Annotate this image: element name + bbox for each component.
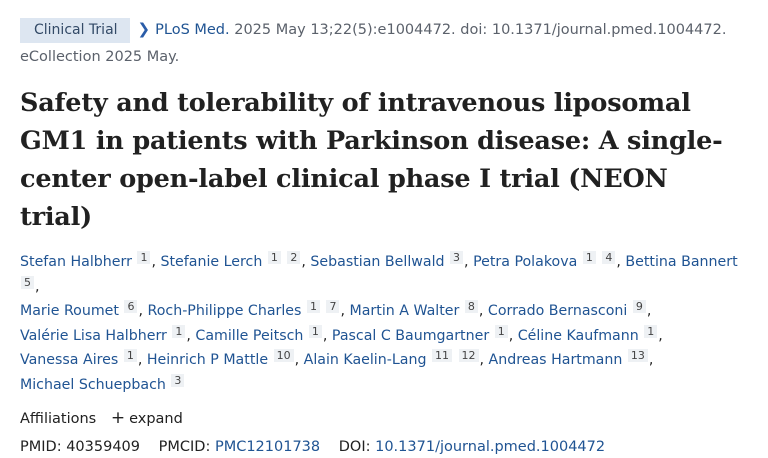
affiliation-number[interactable]: 1 [582,251,596,264]
affiliation-number[interactable]: 8 [464,300,478,313]
article-title: Safety and tolerability of intravenous l… [20,88,723,232]
affiliation-number[interactable]: 4 [602,251,616,264]
author-item: Petra Polakova 1 4, [473,251,626,270]
author-item: Marie Roumet 6, [20,300,148,319]
pmid-value: 40359409 [66,439,141,455]
ecollection-line: eCollection 2025 May. [20,49,180,65]
affiliation-number[interactable]: 1 [123,349,137,362]
author-separator: , [658,327,663,344]
pmcid-link[interactable]: PMC12101738 [214,439,321,455]
author-link[interactable]: Vanessa Aires [20,352,119,368]
identifiers-row: PMID: 40359409 PMCID: PMC12101738 DOI: 1… [20,436,748,458]
affiliation-number[interactable]: 2 [287,251,301,264]
expand-affiliations-button[interactable]: + expand [110,408,183,428]
affiliations-label: Affiliations [20,411,97,427]
author-separator: , [508,327,518,344]
author-item: Corrado Bernasconi 9, [487,300,652,319]
author-link[interactable]: Marie Roumet [20,303,119,319]
citation-line: Clinical Trial ❯ PLoS Med. 2025 May 13;22(… [20,16,748,44]
author-separator: , [322,327,332,344]
author-item: Valérie Lisa Halbherr 1, [20,324,196,344]
author-item: Pascal C Baumgartner 1, [331,324,518,344]
authors-list: Stefan Halbherr 1, Stefanie Lerch 1 2, S… [20,250,748,397]
citation-text: 2025 May 13;22(5):e1004472. doi: 10.1371… [234,22,727,38]
author-link[interactable]: Bettina Bannert [625,254,738,270]
author-link[interactable]: Heinrich P Mattle [146,352,269,368]
affiliation-number[interactable]: 3 [450,251,464,264]
author-item: Alain Kaelin-Lang 11 12, [303,349,489,368]
author-separator: , [151,254,161,270]
affiliations-row: Affiliations + expand [20,407,748,430]
plus-icon: + [110,408,126,428]
author-item: Bettina Bannert 5, [20,254,738,295]
affiliation-number[interactable]: 9 [632,300,646,313]
author-link[interactable]: Petra Polakova [473,254,578,270]
author-separator: , [137,352,147,368]
author-separator: , [301,254,311,270]
author-separator: , [479,352,489,368]
affiliation-number[interactable]: 11 [431,349,452,362]
doi-label: DOI: [338,439,371,455]
chevron-right-icon: ❯ [137,20,151,38]
author-item: Michael Schuepbach 3 [20,373,185,393]
affiliation-number[interactable]: 12 [458,349,479,362]
affiliation-number[interactable]: 1 [644,324,658,338]
author-item: Camille Peitsch 1, [195,324,332,344]
author-separator: , [186,327,196,344]
affiliation-number[interactable]: 3 [171,373,185,387]
author-item: Céline Kaufmann 1, [517,324,663,344]
author-separator: , [35,278,40,295]
pmid-label: PMID: [20,439,62,455]
author-link[interactable]: Céline Kaufmann [517,327,639,344]
author-item: Andreas Hartmann 13, [488,349,654,368]
author-link[interactable]: Stefan Halbherr [20,254,132,270]
affiliation-number[interactable]: 6 [124,300,138,313]
affiliation-number[interactable]: 1 [494,324,508,338]
author-separator: , [340,303,350,319]
affiliation-number[interactable]: 1 [306,300,320,313]
author-separator: , [464,254,474,270]
author-item: Stefanie Lerch 1 2, [160,251,311,270]
author-separator: , [478,303,488,319]
affiliation-number[interactable]: 1 [172,324,186,338]
author-item: Roch-Philippe Charles 1 7, [147,300,350,319]
affiliation-number[interactable]: 1 [137,251,151,264]
expand-label: expand [129,411,183,427]
author-separator: , [648,352,654,368]
affiliation-number[interactable]: 1 [267,251,281,264]
affiliation-number[interactable]: 13 [627,349,648,362]
author-separator: , [138,303,148,319]
publication-type-badge: Clinical Trial [20,18,130,43]
affiliation-number[interactable]: 1 [308,324,322,338]
affiliation-number[interactable]: 5 [21,275,34,289]
doi-link[interactable]: 10.1371/journal.pmed.1004472 [375,439,606,455]
author-separator: , [616,254,626,270]
author-link[interactable]: Stefanie Lerch [160,254,263,270]
author-item: Heinrich P Mattle 10, [146,349,304,368]
affiliation-number[interactable]: 7 [326,300,340,313]
author-link[interactable]: Martin A Walter [349,303,460,319]
journal-link[interactable]: PLoS Med. [155,22,230,38]
author-link[interactable]: Michael Schuepbach [20,376,166,393]
author-link[interactable]: Roch-Philippe Charles [147,303,302,319]
author-item: Sebastian Bellwald 3, [310,251,474,270]
author-item: Martin A Walter 8, [349,300,488,319]
author-item: Vanessa Aires 1, [20,349,147,368]
author-link[interactable]: Valérie Lisa Halbherr [20,327,167,344]
author-link[interactable]: Camille Peitsch [195,327,304,344]
author-separator: , [294,352,304,368]
affiliation-number[interactable]: 10 [273,349,294,362]
author-link[interactable]: Corrado Bernasconi [487,303,628,319]
author-separator: , [646,303,652,319]
author-item: Stefan Halbherr 1, [20,251,161,270]
author-link[interactable]: Pascal C Baumgartner [331,327,490,344]
author-link[interactable]: Andreas Hartmann [488,352,623,368]
pmcid-label: PMCID: [158,439,211,455]
author-link[interactable]: Alain Kaelin-Lang [303,352,427,368]
author-link[interactable]: Sebastian Bellwald [310,254,445,270]
